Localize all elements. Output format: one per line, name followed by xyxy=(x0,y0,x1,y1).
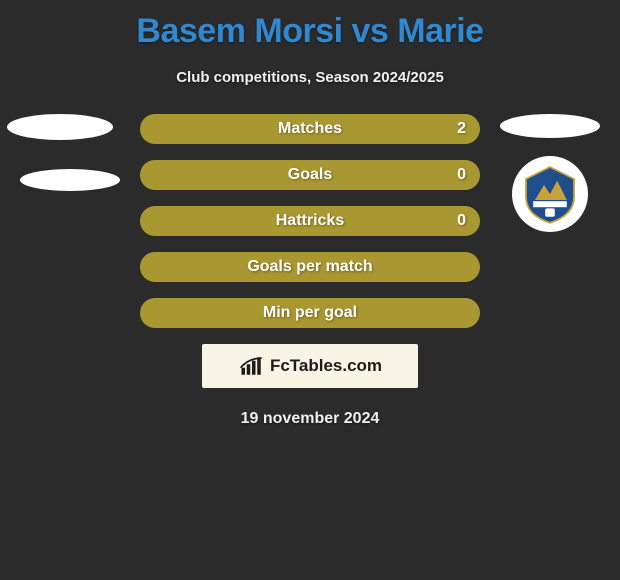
club-badge xyxy=(512,156,588,232)
stat-bar-value: 0 xyxy=(457,166,466,184)
left-badge-placeholder-2 xyxy=(20,169,120,191)
footer-date: 19 november 2024 xyxy=(0,410,620,428)
stat-bar-value: 2 xyxy=(457,120,466,138)
stat-bar-min-per-goal: Min per goal xyxy=(140,298,480,328)
stat-bar-hattricks: Hattricks 0 xyxy=(140,206,480,236)
stat-bars: Matches 2 Goals 0 Hattricks 0 Goals per … xyxy=(140,114,480,328)
stat-bar-goals-per-match: Goals per match xyxy=(140,252,480,282)
brand-box: FcTables.com xyxy=(202,344,418,388)
stat-bar-label: Hattricks xyxy=(276,212,344,230)
brand-text: FcTables.com xyxy=(270,356,382,376)
left-badge-placeholder-1 xyxy=(7,114,113,140)
stat-bar-value: 0 xyxy=(457,212,466,230)
stat-bar-label: Goals xyxy=(288,166,332,184)
stat-bar-goals: Goals 0 xyxy=(140,160,480,190)
page-title: Basem Morsi vs Marie xyxy=(0,0,620,51)
brand-chart-icon xyxy=(238,355,266,377)
page-subtitle: Club competitions, Season 2024/2025 xyxy=(0,69,620,86)
pyramids-badge-icon xyxy=(520,164,580,224)
stat-bar-matches: Matches 2 xyxy=(140,114,480,144)
stats-area: Matches 2 Goals 0 Hattricks 0 Goals per … xyxy=(0,114,620,328)
stat-bar-label: Matches xyxy=(278,120,342,138)
stat-bar-label: Min per goal xyxy=(263,304,357,322)
stat-bar-label: Goals per match xyxy=(247,258,372,276)
right-badge-placeholder-1 xyxy=(500,114,600,138)
